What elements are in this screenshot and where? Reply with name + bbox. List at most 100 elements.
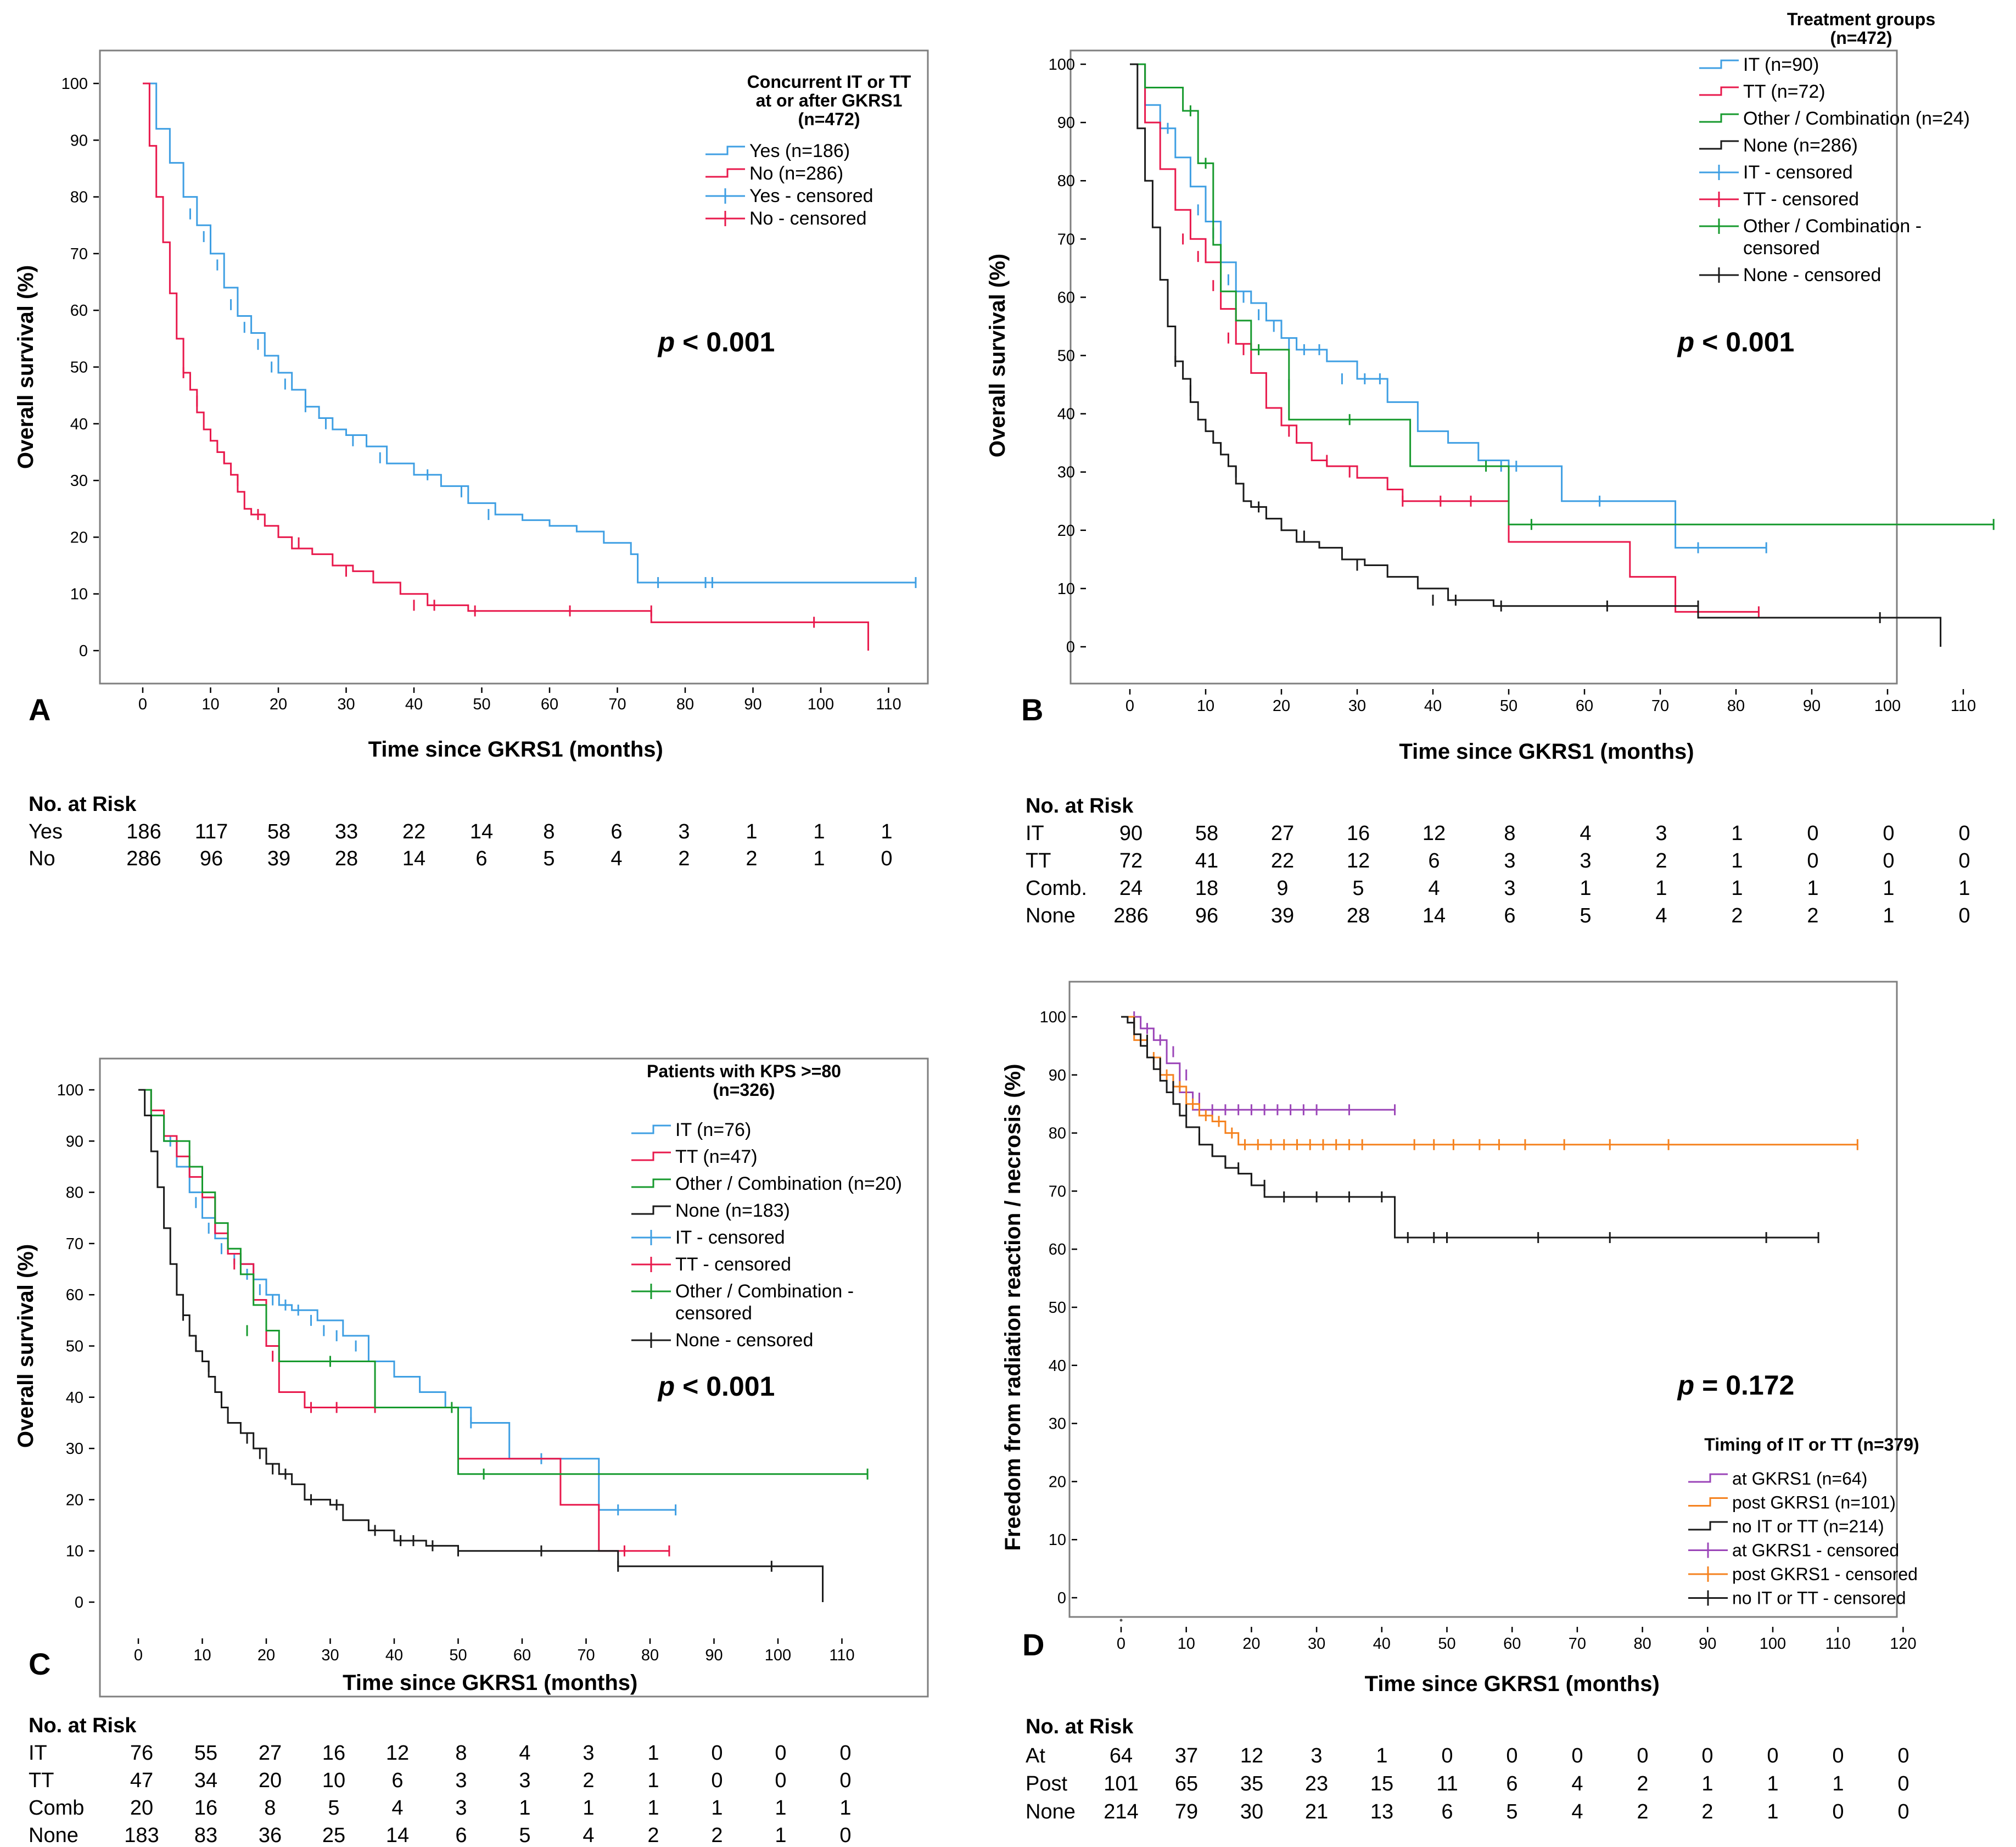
risk-row-label: Post	[1026, 1772, 1067, 1795]
risk-cell: 11	[1436, 1772, 1458, 1795]
p-value-symbol: p	[1677, 327, 1695, 357]
risk-cell: 16	[194, 1796, 217, 1820]
x-tick-label: 40	[385, 1647, 403, 1664]
risk-cell: 8	[543, 820, 555, 843]
censor-group-b-2	[1189, 105, 1995, 530]
risk-cell: 27	[259, 1742, 282, 1765]
legend-swatch-line	[631, 1151, 671, 1161]
risk-cell: 4	[1428, 877, 1440, 900]
legend-swatch-censor	[631, 1230, 671, 1245]
risk-cell: 14	[386, 1824, 409, 1847]
risk-cell: 10	[322, 1769, 345, 1792]
y-tick-label: 60	[1057, 289, 1075, 306]
risk-cell: 16	[1347, 822, 1370, 845]
risk-cell: 13	[1370, 1800, 1393, 1823]
y-tick-label: 90	[70, 132, 88, 149]
risk-cell: 0	[1506, 1744, 1517, 1767]
x-tick-label: 20	[270, 696, 287, 713]
legend-swatch-censor	[1688, 1566, 1728, 1582]
legend-title: Treatment groups	[1787, 9, 1935, 29]
legend-title: (n=472)	[798, 109, 860, 129]
x-tick-label: 100	[1874, 697, 1901, 715]
risk-cell: 23	[1305, 1772, 1328, 1795]
x-tick-label: 110	[876, 696, 901, 713]
y-tick-label: 60	[66, 1286, 83, 1304]
risk-cell: 1	[711, 1796, 723, 1820]
risk-cell: 1	[775, 1796, 786, 1820]
risk-cell: 3	[583, 1742, 594, 1765]
legend-swatch-line	[631, 1124, 671, 1134]
y-tick-label: 50	[1057, 348, 1075, 365]
p-value: p < 0.001	[1677, 327, 1795, 357]
y-tick-label: 30	[1057, 464, 1075, 482]
x-tick-label: 100	[808, 696, 834, 713]
risk-cell: 21	[1305, 1800, 1328, 1823]
risk-cell: 101	[1104, 1772, 1138, 1795]
x-tick-label: 50	[1438, 1635, 1455, 1653]
risk-cell: 33	[335, 820, 358, 843]
risk-table-title: No. at Risk	[29, 793, 137, 816]
y-tick-label: 30	[70, 472, 88, 490]
legend-label: None (n=183)	[675, 1200, 790, 1221]
legend-label: None - censored	[1743, 265, 1881, 286]
legend-swatch-censor	[631, 1333, 671, 1348]
x-tick-label: 40	[1424, 697, 1442, 715]
legend-swatch-censor	[631, 1257, 671, 1272]
x-tick-label: 110	[1951, 697, 1976, 715]
risk-cell: 3	[455, 1769, 467, 1792]
censor-group-d-0	[1133, 1011, 1396, 1116]
x-tick-label: 70	[1651, 697, 1669, 715]
x-tick-label: 50	[449, 1647, 467, 1664]
risk-cell: 0	[1958, 822, 1970, 845]
risk-cell: 1	[813, 820, 825, 843]
legend-label: None - censored	[675, 1330, 813, 1351]
legend-d: Timing of IT or TT (n=379) at GKRS1 (n=64…	[1688, 1435, 1919, 1608]
x-tick-label: 60	[513, 1647, 531, 1664]
y-tick-label: 70	[66, 1235, 83, 1253]
risk-cell: 0	[711, 1769, 723, 1792]
legend-label: No - censored	[749, 208, 867, 229]
legend-label: at GKRS1 (n=64)	[1732, 1469, 1867, 1488]
legend-label: no IT or TT - censored	[1732, 1588, 1906, 1608]
legend-swatch-line	[631, 1178, 671, 1188]
x-tick-label: 70	[1569, 1635, 1586, 1653]
legend-swatch-censor	[1688, 1590, 1728, 1606]
y-tick-label: 100	[1049, 56, 1075, 74]
risk-cell: 0	[1897, 1744, 1909, 1767]
y-tick-label: 60	[1049, 1241, 1066, 1258]
plot-frame-d	[1068, 981, 1898, 1618]
panel-letter: C	[29, 1647, 51, 1681]
legend-swatch-censor	[1699, 219, 1739, 234]
risk-cell: 39	[1271, 904, 1294, 927]
legend-swatch-censor	[705, 211, 745, 226]
risk-cell: 4	[1571, 1772, 1583, 1795]
y-tick-label: 50	[70, 359, 88, 377]
x-tick-label: 80	[1727, 697, 1745, 715]
risk-cell: 186	[126, 820, 161, 843]
risk-cell: 1	[839, 1796, 851, 1820]
y-tick-label: 80	[1057, 172, 1075, 190]
y-axis-label: Overall survival (%)	[14, 1244, 38, 1448]
risk-cell: 1	[647, 1796, 659, 1820]
risk-cell: 22	[402, 820, 425, 843]
x-axis-label: Time since GKRS1 (months)	[343, 1671, 637, 1695]
legend-swatch-censor	[1699, 267, 1739, 283]
y-tick-label: 20	[1057, 522, 1075, 540]
risk-table-title: No. at Risk	[1026, 794, 1134, 818]
risk-cell: 64	[1110, 1744, 1133, 1767]
risk-cell: 1	[1731, 877, 1743, 900]
x-tick-label: 60	[541, 696, 558, 713]
series-line-d-0	[1121, 1016, 1395, 1111]
risk-cell: 2	[746, 847, 757, 870]
series-line-b-1	[1130, 63, 1759, 613]
x-tick-label: 100	[1760, 1635, 1786, 1653]
legend-title: (n=326)	[713, 1080, 775, 1100]
legend-label-cont: censored	[1743, 238, 1820, 259]
risk-cell: 4	[1580, 822, 1591, 845]
risk-cell: 47	[130, 1769, 153, 1792]
